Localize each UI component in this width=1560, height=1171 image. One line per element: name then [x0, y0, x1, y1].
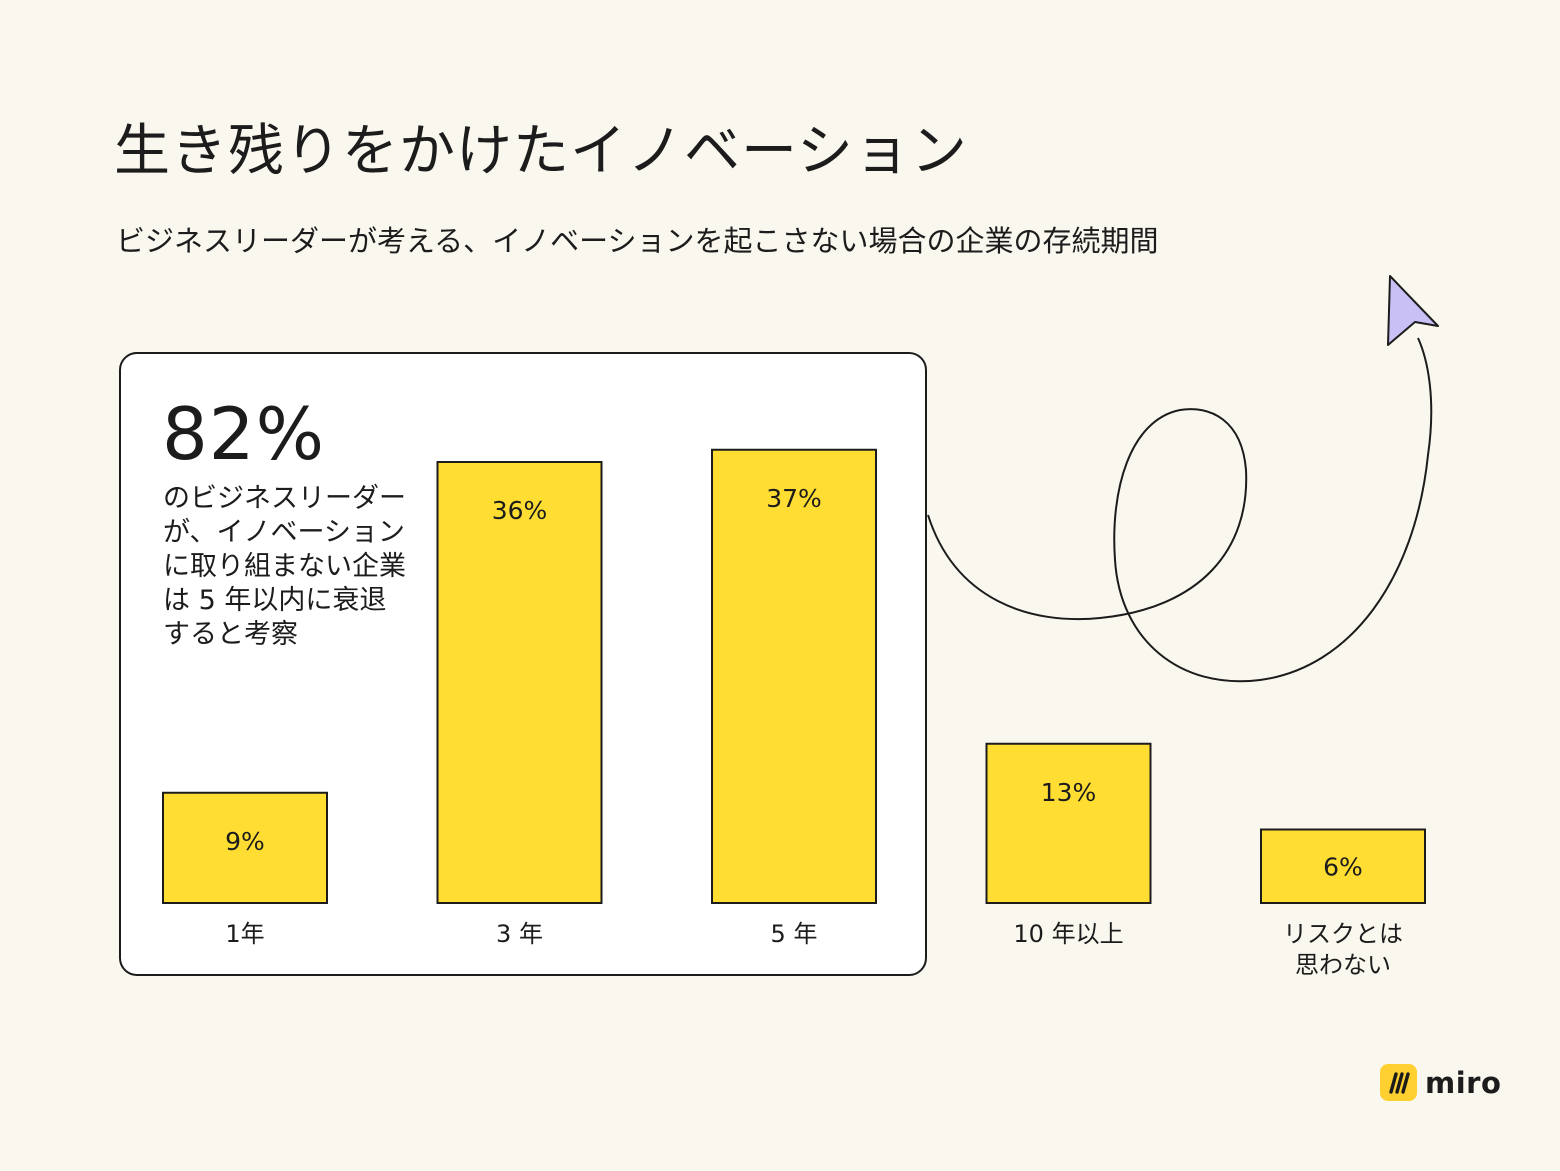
- category-label: リスクとは: [1283, 920, 1403, 948]
- category-label: 1年: [225, 920, 264, 948]
- bar-2: [436, 461, 603, 904]
- category-label: 思わない: [1295, 951, 1391, 979]
- bar-5: [1260, 828, 1426, 904]
- decorative-loop-curve: [927, 337, 1433, 683]
- page-subtitle: ビジネスリーダーが考える、イノベーションを起こさない場合の企業の存続期間: [116, 224, 1159, 258]
- miro-logo-text: miro: [1425, 1065, 1502, 1100]
- bar-value-label: 13%: [1041, 778, 1097, 807]
- bar-value-label: 37%: [766, 484, 822, 513]
- bar-value-label: 6%: [1323, 852, 1363, 881]
- highlight-stat: 82%: [162, 392, 326, 476]
- miro-logo: miro: [1380, 1064, 1501, 1101]
- highlight-description: のビジネスリーダーが、イノベーションに取り組まない企業は 5 年以内に衰退すると…: [163, 483, 406, 650]
- bar-4: [985, 742, 1152, 904]
- cursor-arrow-icon: [1387, 275, 1439, 346]
- page-title: 生き残りをかけたイノベーション: [114, 119, 968, 184]
- category-label: 3 年: [496, 920, 543, 948]
- category-label: 10 年以上: [1013, 920, 1123, 948]
- category-label: 5 年: [771, 920, 818, 948]
- bar-value-label: 9%: [225, 827, 265, 856]
- bar-3: [711, 448, 877, 904]
- bar-value-label: 36%: [492, 496, 548, 525]
- bar-1: [162, 791, 328, 904]
- miro-logo-icon: [1380, 1064, 1417, 1101]
